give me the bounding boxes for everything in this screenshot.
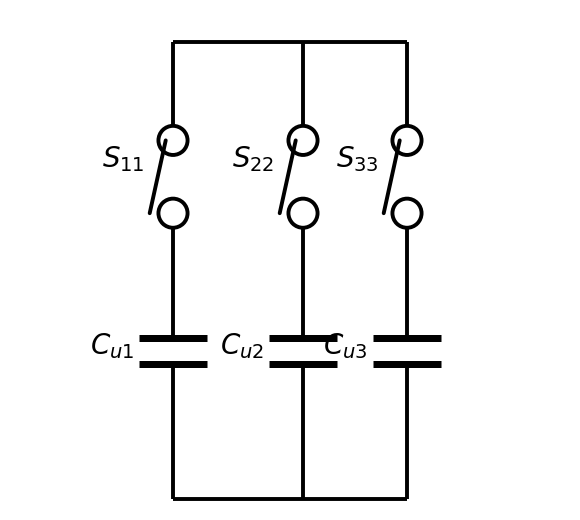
Text: $C_{u3}$: $C_{u3}$	[324, 331, 368, 361]
Text: $C_{u2}$: $C_{u2}$	[220, 331, 264, 361]
Text: $S_{11}$: $S_{11}$	[102, 144, 144, 174]
Text: $C_{u1}$: $C_{u1}$	[90, 331, 134, 361]
Text: $S_{22}$: $S_{22}$	[232, 144, 274, 174]
Text: $S_{33}$: $S_{33}$	[336, 144, 378, 174]
